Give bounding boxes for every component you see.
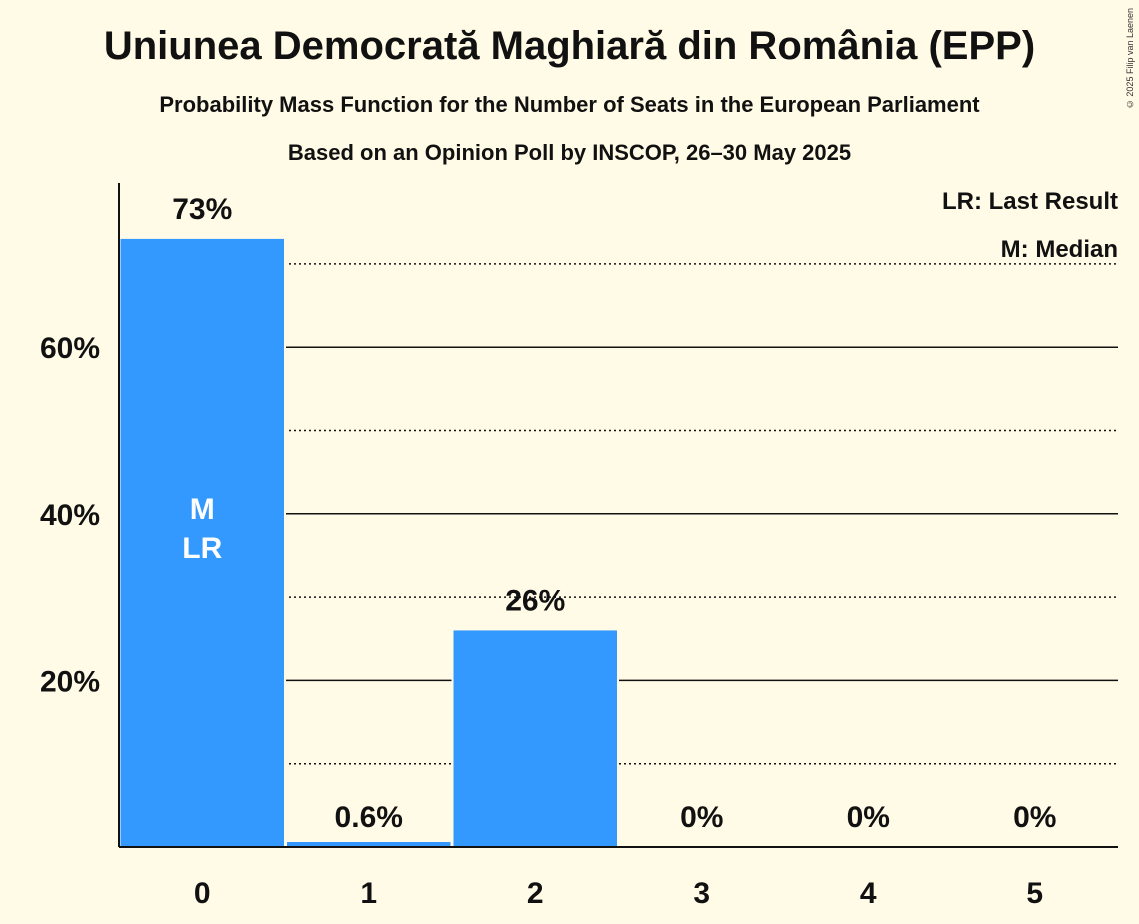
data-label: 0.6% (335, 801, 403, 834)
data-label: 26% (505, 584, 565, 617)
chart-source: Based on an Opinion Poll by INSCOP, 26–3… (287, 140, 852, 165)
data-label: 0% (847, 801, 890, 834)
last-result-marker: LR (182, 532, 222, 565)
data-label: 0% (680, 801, 723, 834)
bar (453, 630, 617, 847)
x-tick-label: 2 (527, 877, 544, 910)
legend-median: M: Median (1001, 236, 1118, 263)
legend-last-result: LR: Last Result (942, 188, 1118, 215)
chart-title: Uniunea Democrată Maghiară din România (… (103, 24, 1036, 68)
y-tick-label: 20% (40, 665, 100, 698)
bar (287, 842, 451, 847)
y-tick-label: 60% (40, 332, 100, 365)
bar (120, 238, 284, 847)
data-label: 0% (1013, 801, 1056, 834)
x-tick-label: 1 (360, 877, 377, 910)
x-tick-label: 0 (194, 877, 211, 910)
median-marker: M (190, 493, 215, 526)
x-tick-label: 5 (1026, 877, 1043, 910)
data-label: 73% (172, 193, 232, 226)
chart-subtitle: Probability Mass Function for the Number… (159, 92, 980, 117)
x-tick-label: 3 (693, 877, 710, 910)
x-tick-label: 4 (860, 877, 877, 910)
y-tick-label: 40% (40, 499, 100, 532)
